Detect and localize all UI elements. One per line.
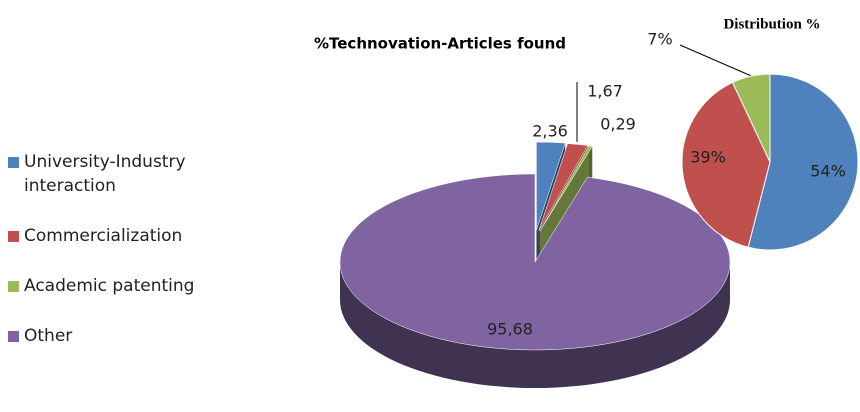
chart-title: Distribution %: [723, 16, 820, 32]
slice: [339, 173, 731, 351]
data-label: 39%: [690, 148, 726, 167]
data-label: 7%: [647, 30, 672, 49]
data-label: 0,29: [600, 115, 636, 134]
data-label: 2,36: [532, 122, 568, 141]
data-label: 95,68: [487, 320, 533, 339]
legend-swatch: [8, 231, 19, 242]
slice: [681, 81, 771, 248]
data-label: 54%: [810, 162, 846, 181]
legend-item: University-Industry interaction: [8, 150, 208, 198]
legend-label: Other: [24, 326, 73, 346]
legend-label: University-Industry interaction: [24, 152, 186, 196]
legend: University-Industry interaction Commercia…: [8, 150, 208, 374]
legend-swatch: [8, 331, 19, 342]
slice: [539, 145, 593, 232]
chart-title: %Technovation-Articles found: [314, 35, 566, 53]
slice: [747, 73, 859, 251]
legend-swatch: [8, 281, 19, 292]
legend-item: Other: [8, 324, 208, 348]
legend-label: Academic patenting: [24, 276, 195, 296]
slice: [536, 141, 566, 231]
slice: [538, 143, 589, 231]
legend-label: Commercialization: [24, 226, 183, 246]
legend-item: Commercialization: [8, 224, 208, 248]
slice: [731, 73, 771, 163]
legend-swatch: [8, 157, 19, 168]
legend-item: Academic patenting: [8, 274, 208, 298]
data-label: 1,67: [587, 82, 623, 101]
slice-side: [340, 262, 730, 388]
leader-line: [679, 44, 757, 79]
